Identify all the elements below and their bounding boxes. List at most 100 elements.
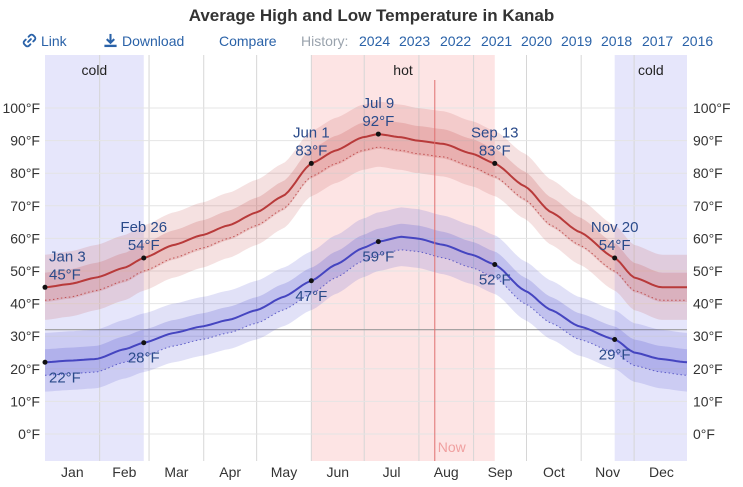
annotation-date: Jun 1 — [293, 124, 330, 141]
annotation-temp: 83°F — [295, 142, 327, 159]
y-tick-label-left: 30°F — [10, 328, 40, 344]
annotation-temp: 47°F — [295, 288, 327, 305]
y-tick-label-left: 80°F — [10, 165, 40, 181]
link-label: Link — [41, 33, 67, 49]
annotation-temp: 54°F — [599, 237, 631, 254]
history-year-link[interactable]: 2023 — [399, 33, 431, 49]
y-tick-label-left: 20°F — [10, 361, 40, 377]
history-year-link[interactable]: 2019 — [561, 33, 593, 49]
history-year-link[interactable]: 2024 — [359, 33, 391, 49]
history-label: History: — [301, 33, 349, 49]
chart-toolbar: Link Download Compare History: 2024 2023… — [0, 33, 743, 53]
annotation-temp: 22°F — [49, 369, 81, 386]
annotation-temp: 52°F — [479, 271, 511, 288]
y-tick-label-left: 90°F — [10, 133, 40, 149]
annotation-temp: 28°F — [128, 350, 160, 367]
month-tick-label: Apr — [219, 464, 241, 480]
y-tick-label-right: 30°F — [693, 328, 723, 344]
now-label: Now — [438, 439, 467, 455]
month-tick-label: Sep — [488, 464, 513, 480]
low-temperature-line — [44, 235, 688, 364]
month-tick-label: Oct — [543, 464, 565, 480]
history-year-link[interactable]: 2016 — [682, 33, 714, 49]
download-button[interactable]: Download — [103, 33, 184, 49]
month-tick-label: Mar — [164, 464, 188, 480]
annotation-temp: 92°F — [362, 113, 394, 130]
month-tick-label: Jan — [61, 464, 84, 480]
y-tick-label-right: 60°F — [693, 230, 723, 246]
compare-button[interactable]: Compare — [219, 33, 277, 49]
annotation-date: Jul 9 — [363, 95, 395, 112]
month-tick-label: Nov — [595, 464, 620, 480]
y-tick-label-right: 50°F — [693, 263, 723, 279]
season-label: cold — [638, 62, 664, 78]
link-icon — [22, 33, 37, 48]
y-tick-label-left: 60°F — [10, 230, 40, 246]
season-label: cold — [82, 62, 108, 78]
annotation-point — [375, 239, 381, 245]
chart-title: Average High and Low Temperature in Kana… — [188, 6, 555, 25]
y-tick-label-right: 70°F — [693, 198, 723, 214]
annotation-temp: 83°F — [479, 142, 511, 159]
annotation-point — [612, 336, 618, 342]
high-outer-band — [45, 101, 687, 320]
month-tick-label: Dec — [649, 464, 674, 480]
annotation-point — [375, 131, 381, 137]
annotation-point — [492, 261, 498, 267]
low-historic-line — [44, 249, 688, 376]
annotation-date: Nov 20 — [591, 219, 639, 236]
annotation-point — [141, 340, 147, 346]
annotation-temp: 45°F — [49, 266, 81, 283]
high-temperature-line — [44, 133, 687, 289]
annotation-point — [141, 255, 147, 261]
link-button[interactable]: Link — [22, 33, 67, 49]
history-year-link[interactable]: 2020 — [521, 33, 553, 49]
hot-season-band — [311, 55, 495, 461]
month-tick-label: Jul — [383, 464, 401, 480]
y-tick-label-right: 90°F — [693, 133, 723, 149]
low-inner-band — [45, 223, 687, 376]
annotation-temp: 29°F — [599, 346, 631, 363]
y-tick-label-left: 100°F — [2, 100, 40, 116]
annotation-point — [308, 160, 314, 166]
annotation-date: Jan 3 — [49, 248, 86, 265]
download-label: Download — [122, 33, 185, 49]
season-label: hot — [393, 62, 413, 78]
low-outer-band — [45, 207, 687, 392]
annotation-temp: 59°F — [362, 249, 394, 266]
high-historic-line — [44, 146, 687, 301]
cold-season-band — [614, 55, 687, 461]
y-tick-label-right: 0°F — [693, 426, 715, 442]
y-tick-label-left: 0°F — [18, 426, 40, 442]
history-year-link[interactable]: 2022 — [440, 33, 472, 49]
download-icon — [104, 33, 117, 48]
high-inner-band — [45, 119, 687, 302]
annotation-date: Sep 13 — [471, 124, 519, 141]
annotation-point — [42, 284, 48, 290]
history-year-link[interactable]: 2018 — [601, 33, 633, 49]
annotation-point — [308, 278, 314, 284]
month-tick-label: Jun — [326, 464, 349, 480]
y-tick-label-right: 40°F — [693, 296, 723, 312]
y-tick-label-right: 20°F — [693, 361, 723, 377]
y-tick-label-right: 80°F — [693, 165, 723, 181]
month-tick-label: May — [271, 464, 297, 480]
y-tick-label-left: 70°F — [10, 198, 40, 214]
y-tick-label-left: 10°F — [10, 393, 40, 409]
cold-season-band — [45, 55, 144, 461]
y-tick-label-left: 40°F — [10, 296, 40, 312]
annotation-temp: 54°F — [128, 237, 160, 254]
history-year-link[interactable]: 2021 — [481, 33, 513, 49]
annotation-point — [42, 359, 48, 365]
month-tick-label: Feb — [112, 464, 136, 480]
annotation-date: Feb 26 — [120, 219, 167, 236]
month-tick-label: Aug — [434, 464, 459, 480]
y-tick-label-left: 50°F — [10, 263, 40, 279]
y-tick-label-right: 10°F — [693, 393, 723, 409]
annotation-point — [612, 255, 618, 261]
history-year-link[interactable]: 2017 — [642, 33, 674, 49]
annotation-point — [492, 160, 498, 166]
y-tick-label-right: 100°F — [693, 100, 731, 116]
